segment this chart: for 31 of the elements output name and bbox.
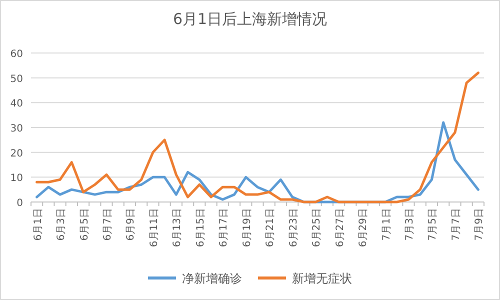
x-tick-label: 6月15日 (195, 208, 206, 248)
x-tick-label: 6月19日 (242, 208, 253, 248)
legend-label: 净新增确诊 (182, 272, 242, 286)
x-tick-label: 7月1日 (381, 208, 392, 241)
chart-title: 6月1日后上海新增情况 (172, 10, 328, 28)
x-tick-label: 6月1日 (32, 208, 44, 241)
x-tick-label: 6月17日 (218, 208, 230, 248)
x-tick-label: 6月9日 (126, 208, 137, 241)
x-tick-label: 6月27日 (334, 208, 346, 248)
x-tick-label: 7月9日 (474, 208, 486, 241)
y-tick-label: 10 (10, 173, 23, 184)
x-tick-label: 6月25日 (312, 208, 323, 248)
x-tick-label: 6月13日 (172, 208, 184, 248)
y-tick-label: 20 (10, 148, 23, 160)
x-tick-label: 7月3日 (404, 208, 416, 241)
x-tick-label: 6月3日 (56, 208, 68, 241)
x-tick-label: 6月11日 (148, 208, 160, 248)
x-tick-label: 6月21日 (265, 208, 276, 248)
y-tick-label: 50 (10, 74, 23, 85)
y-tick-label: 40 (10, 98, 23, 110)
x-tick-label: 6月23日 (288, 208, 300, 248)
x-tick-label: 7月5日 (428, 208, 439, 241)
x-tick-label: 6月29日 (358, 208, 370, 248)
x-tick-label: 6月7日 (102, 208, 114, 241)
y-tick-label: 60 (10, 49, 23, 60)
x-tick-label: 7月7日 (450, 208, 462, 241)
line-series (36, 72, 480, 204)
y-tick-label: 30 (10, 124, 23, 134)
x-tick-label: 6月5日 (79, 208, 90, 241)
legend-label: 新增无症状 (292, 272, 352, 286)
y-tick-label: 0 (16, 198, 23, 209)
